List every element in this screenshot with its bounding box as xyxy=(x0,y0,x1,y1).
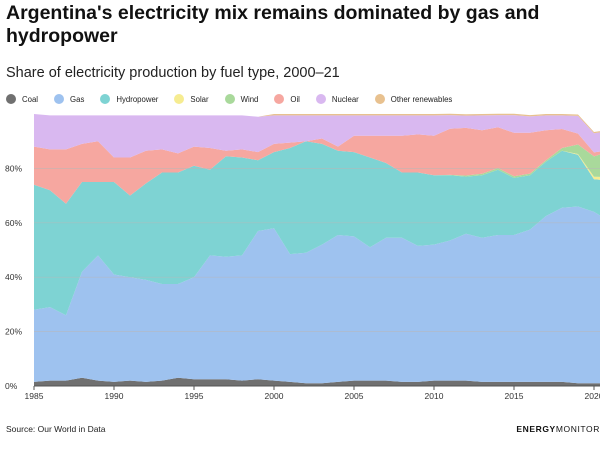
y-tick-label: 40% xyxy=(5,272,22,282)
y-tick-label: 60% xyxy=(5,218,22,228)
legend-label: Wind xyxy=(240,94,259,104)
legend-label: Gas xyxy=(70,94,85,104)
area-nuclear xyxy=(34,114,600,158)
legend-item-gas: Gas xyxy=(54,94,84,104)
legend-item-hydropower: Hydropower xyxy=(100,94,158,104)
legend-swatch xyxy=(315,94,326,104)
area-coal xyxy=(34,377,600,386)
legend-swatch xyxy=(174,94,185,104)
legend-label: Coal xyxy=(22,94,39,104)
x-tick-label: 2010 xyxy=(425,391,444,401)
chart-title: Argentina's electricity mix remains domi… xyxy=(6,2,540,47)
legend-swatch xyxy=(274,94,285,104)
legend-item-solar: Solar xyxy=(174,94,209,104)
area-oil xyxy=(34,127,600,204)
legend-label: Nuclear xyxy=(331,94,359,104)
area-hydropower xyxy=(34,141,600,316)
brand-rest: MONITOR xyxy=(555,424,600,434)
legend-item-oil: Oil xyxy=(274,94,300,104)
brand-logo: ENERGYMONITOR xyxy=(516,424,600,434)
x-tick-label: 1995 xyxy=(185,391,204,401)
y-tick-label: 80% xyxy=(5,163,22,173)
legend-swatch xyxy=(374,94,385,104)
legend-item-wind: Wind xyxy=(224,94,259,104)
legend-label: Other renewables xyxy=(390,94,453,104)
legend-label: Solar xyxy=(190,94,209,104)
legend-label: Hydropower xyxy=(116,94,159,104)
y-tick-label: 20% xyxy=(5,327,22,337)
legend-item-coal: Coal xyxy=(6,94,38,104)
legend-item-nuclear: Nuclear xyxy=(315,94,359,104)
legend-item-other-renewables: Other renewables xyxy=(374,94,453,104)
legend: Coal Gas Hydropower Solar Wind Oil Nuclear Othe… xyxy=(6,92,468,106)
brand-bold: ENERGY xyxy=(516,424,556,434)
x-tick-label: 1985 xyxy=(25,391,44,401)
legend-swatch xyxy=(6,94,16,104)
x-tick-label: 2000 xyxy=(265,391,284,401)
legend-swatch xyxy=(224,94,235,104)
legend-swatch xyxy=(100,94,111,104)
area-gas xyxy=(34,206,600,384)
x-tick-label: 2015 xyxy=(505,391,524,401)
y-tick-label: 0% xyxy=(5,381,18,391)
legend-swatch xyxy=(54,94,65,104)
x-tick-label: 2020 xyxy=(585,391,600,401)
legend-label: Oil xyxy=(290,94,300,104)
source-note: Source: Our World in Data xyxy=(6,424,106,434)
area-wind xyxy=(34,141,600,204)
x-tick-label: 1990 xyxy=(105,391,124,401)
stacked-area-chart: 0% 20% 40% 60% 80% 1985 1990 1995 2000 2005 2010 20… xyxy=(5,113,600,401)
x-tick-label: 2005 xyxy=(345,391,364,401)
chart-subtitle: Share of electricity production by fuel … xyxy=(6,65,340,81)
